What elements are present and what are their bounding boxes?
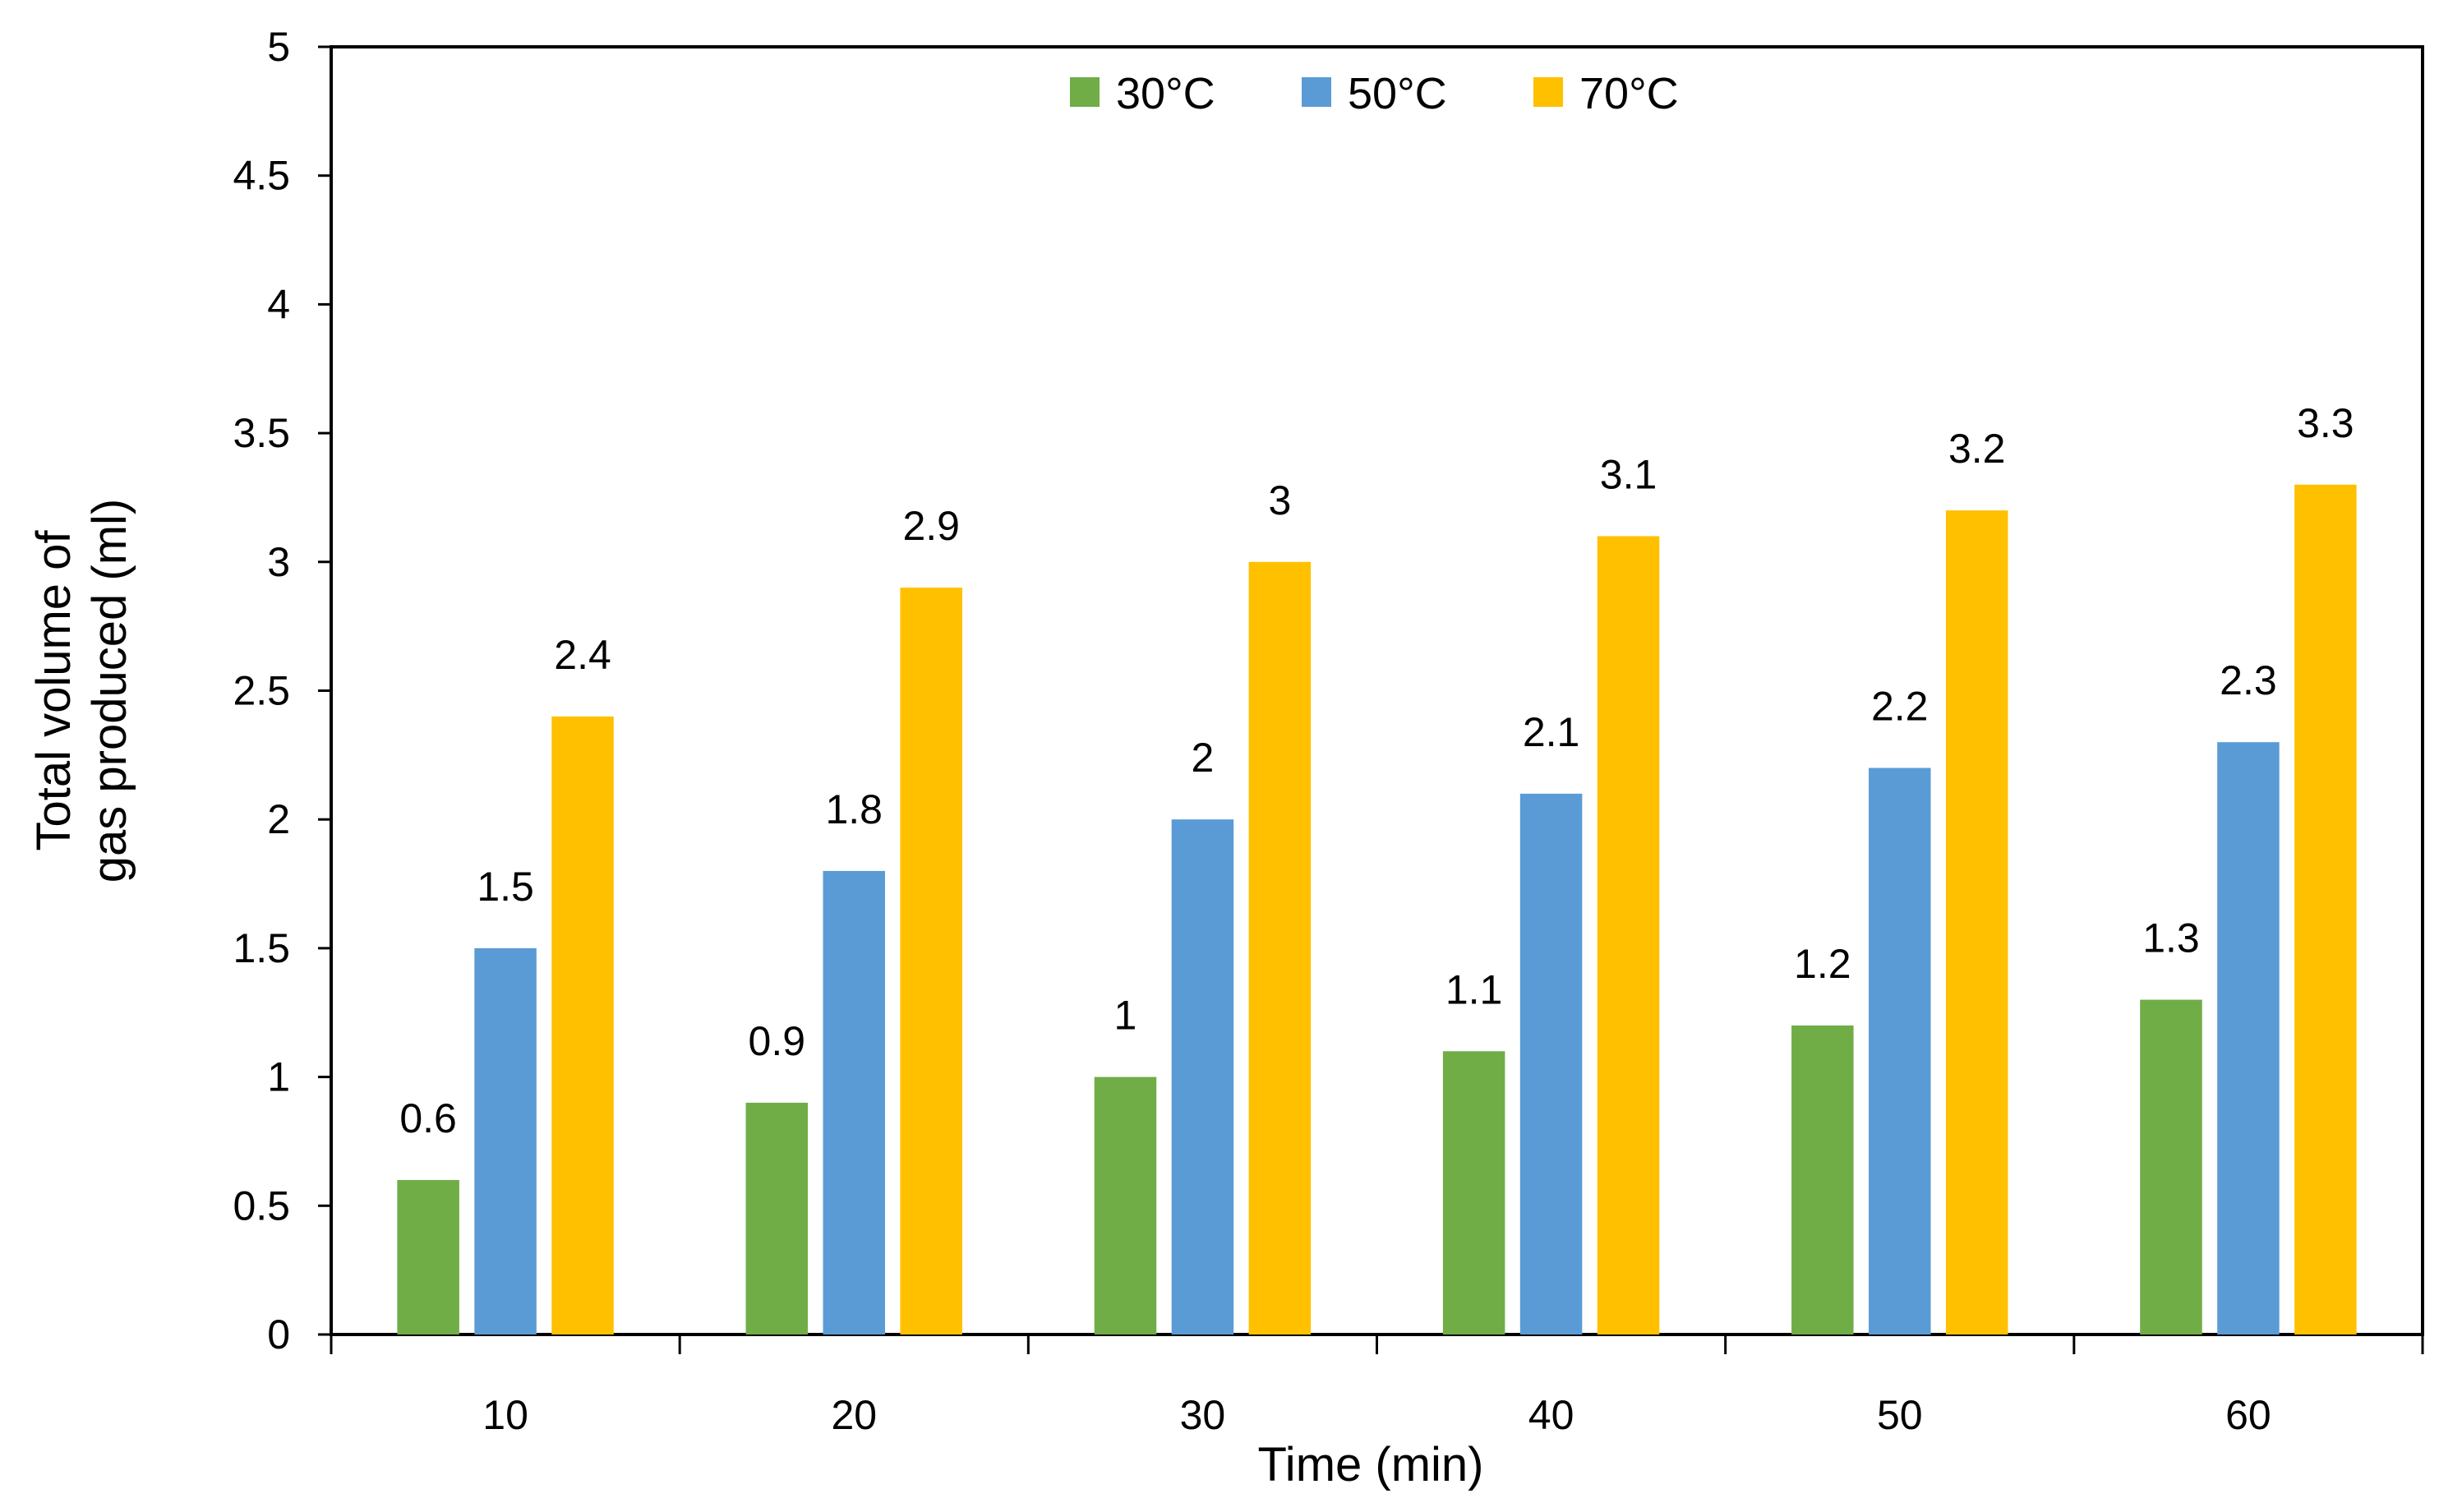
y-tick-label: 2.5 — [233, 668, 290, 714]
legend: 30°C 50°C 70°C — [1070, 69, 1679, 118]
x-axis-title: Time (min) — [1258, 1438, 1484, 1491]
data-label: 2.3 — [2220, 657, 2277, 703]
data-label: 0.6 — [399, 1095, 457, 1141]
y-tick-label: 0.5 — [233, 1182, 290, 1228]
bar — [1248, 561, 1312, 1335]
data-label: 1.5 — [477, 864, 534, 910]
bar — [1519, 793, 1583, 1335]
bar — [551, 716, 614, 1335]
bar — [2140, 999, 2202, 1335]
y-tick-label: 5 — [267, 24, 290, 70]
bar — [900, 588, 962, 1335]
bar — [397, 1179, 459, 1335]
y-tick-label: 0 — [267, 1311, 290, 1358]
data-label: 2.1 — [1523, 709, 1580, 755]
data-label: 2.2 — [1871, 684, 1929, 730]
x-tick-label: 60 — [2225, 1392, 2271, 1438]
data-label: 1.8 — [825, 786, 883, 832]
data-label: 3.1 — [1600, 451, 1658, 497]
data-label: 2.4 — [554, 632, 611, 678]
x-tick-label: 30 — [1180, 1392, 1226, 1438]
y-tick-label: 4.5 — [233, 153, 290, 199]
bar — [1868, 768, 1931, 1335]
legend-swatch — [1302, 77, 1331, 107]
x-tick-label: 50 — [1877, 1392, 1923, 1438]
data-labels-group: 0.6 0.9 1 1.1 1.2 1.3 1.5 1.8 2 2.1 2.2 2.3 2.4 2.9 3 3… — [399, 400, 2354, 1141]
legend-label: 50°C — [1348, 69, 1447, 118]
bar — [2217, 742, 2280, 1335]
data-label: 2.9 — [902, 503, 960, 549]
y-axis-title-line: gas produced (ml) — [83, 499, 136, 883]
y-tick-label: 1 — [267, 1054, 290, 1100]
data-label: 3 — [1268, 477, 1291, 523]
bar — [2294, 484, 2357, 1335]
data-label: 1.1 — [1445, 966, 1503, 1012]
y-tick-label: 3.5 — [233, 410, 290, 456]
data-label: 1.3 — [2142, 915, 2200, 961]
data-label: 3.3 — [2297, 400, 2354, 446]
y-tick-label: 1.5 — [233, 925, 290, 971]
x-tick-label: 10 — [482, 1392, 528, 1438]
data-label: 1 — [1114, 993, 1137, 1039]
bar — [474, 947, 537, 1335]
bar — [1597, 536, 1660, 1335]
y-tick-label: 2 — [267, 796, 290, 842]
bar — [745, 1102, 809, 1335]
y-axis: 0 0.5 1 1.5 2 2.5 3 3.5 4 4.5 5 — [233, 24, 331, 1358]
bar — [1945, 510, 2008, 1335]
legend-swatch — [1533, 77, 1563, 107]
plot-frame — [330, 45, 2424, 1336]
bars-group — [397, 484, 2357, 1335]
legend-label: 70°C — [1579, 69, 1679, 118]
y-axis-title-text: Total volume ofgas produced (ml) — [27, 499, 136, 883]
bar — [1442, 1051, 1505, 1335]
data-label: 1.2 — [1794, 941, 1851, 987]
y-tick-label: 3 — [267, 539, 290, 585]
bar — [823, 870, 886, 1335]
data-label: 2 — [1192, 735, 1215, 781]
y-axis-title-line: Total volume of — [27, 530, 81, 851]
legend-swatch — [1070, 77, 1100, 107]
legend-label: 30°C — [1116, 69, 1215, 118]
bar — [1791, 1025, 1854, 1335]
y-tick-label: 4 — [267, 281, 290, 327]
x-tick-label: 20 — [831, 1392, 877, 1438]
bar — [1094, 1076, 1157, 1335]
data-label: 3.2 — [1948, 426, 2006, 472]
bar — [1171, 819, 1234, 1335]
x-tick-label: 40 — [1528, 1392, 1575, 1438]
x-axis: 10 20 30 40 50 60 — [330, 1335, 2424, 1438]
data-label: 0.9 — [749, 1018, 806, 1064]
y-axis-title: Total volume ofgas produced (ml) — [27, 499, 136, 883]
